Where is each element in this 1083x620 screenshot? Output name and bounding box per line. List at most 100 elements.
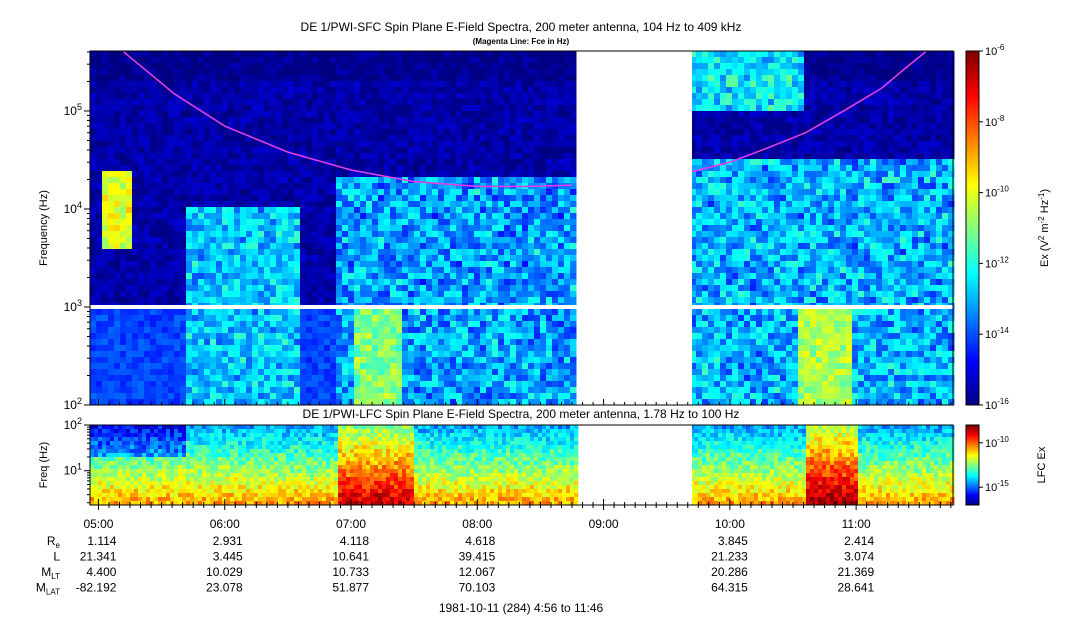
sfc-cell (456, 207, 463, 214)
sfc-cell (204, 69, 211, 76)
sfc-cell (522, 99, 529, 106)
sfc-cell (336, 207, 343, 214)
sfc-cell (480, 57, 487, 64)
sfc-cell (348, 219, 355, 226)
sfc-cell (540, 261, 547, 268)
sfc-cell (270, 207, 277, 214)
sfc-cell (174, 297, 181, 304)
sfc-cell (240, 273, 247, 280)
sfc-cell (180, 213, 187, 220)
sfc-cell (210, 117, 217, 124)
sfc-cell (324, 399, 331, 406)
sfc-cell (192, 297, 199, 304)
sfc-cell (210, 219, 217, 226)
sfc-cell (258, 399, 265, 406)
sfc-cell (162, 285, 169, 292)
sfc-cell (102, 297, 109, 304)
sfc-cell (234, 243, 241, 250)
sfc-cell (306, 165, 313, 172)
sfc-cell (288, 363, 295, 370)
sfc-cell (162, 177, 169, 184)
sfc-cell (144, 57, 151, 64)
sfc-cell (186, 207, 193, 214)
sfc-cell (288, 123, 295, 130)
sfc-cell (276, 321, 283, 328)
sfc-cell (516, 75, 523, 82)
sfc-cell (228, 111, 235, 118)
sfc-cell (264, 387, 271, 394)
sfc-cell (510, 159, 517, 166)
sfc-cell (192, 177, 199, 184)
sfc-cell (216, 135, 223, 142)
sfc-cell (132, 357, 139, 364)
sfc-cell (504, 117, 511, 124)
sfc-cell (366, 351, 373, 358)
sfc-cell (468, 93, 475, 100)
sfc-cell (366, 111, 373, 118)
sfc-cell (390, 117, 397, 124)
sfc-cell (174, 177, 181, 184)
sfc-cell (498, 231, 505, 238)
sfc-cell (306, 51, 313, 58)
sfc-cell (222, 207, 229, 214)
sfc-cell (306, 177, 313, 184)
sfc-cell (336, 399, 343, 406)
sfc-cell (504, 393, 511, 400)
sfc-cell (546, 375, 553, 382)
sfc-cell (168, 273, 175, 280)
sfc-cell (552, 93, 559, 100)
sfc-cell (510, 81, 517, 88)
sfc-cell (288, 375, 295, 382)
sfc-cell (696, 213, 703, 220)
sfc-cell (228, 387, 235, 394)
sfc-cell (378, 393, 385, 400)
sfc-cell (462, 249, 469, 256)
sfc-cell (318, 243, 325, 250)
sfc-cell (462, 279, 469, 286)
sfc-cell (558, 369, 565, 376)
sfc-cell (138, 249, 145, 256)
sfc-cell (180, 195, 187, 202)
sfc-cell (144, 375, 151, 382)
sfc-cell (498, 375, 505, 382)
sfc-cell (198, 369, 205, 376)
sfc-cell (300, 297, 307, 304)
sfc-cell (222, 231, 229, 238)
sfc-cell (504, 309, 511, 316)
sfc-cell (210, 93, 217, 100)
sfc-cell (198, 333, 205, 340)
sfc-cell (402, 135, 409, 142)
sfc-cell (102, 285, 109, 292)
sfc-cell (456, 63, 463, 70)
sfc-cell (426, 219, 433, 226)
sfc-cell (330, 207, 337, 214)
sfc-cell (516, 201, 523, 208)
sfc-cell (564, 165, 571, 172)
sfc-cell (162, 345, 169, 352)
sfc-cell (204, 273, 211, 280)
sfc-cell (264, 327, 271, 334)
sfc-cell (132, 225, 139, 232)
sfc-cell (318, 171, 325, 178)
sfc-cell (426, 165, 433, 172)
sfc-cell (414, 351, 421, 358)
sfc-cell (300, 369, 307, 376)
sfc-cell (696, 267, 703, 274)
sfc-cell (354, 135, 361, 142)
sfc-cell (498, 387, 505, 394)
sfc-cell (228, 375, 235, 382)
sfc-cell (564, 207, 571, 214)
sfc-cell (390, 135, 397, 142)
sfc-cell (468, 279, 475, 286)
sfc-cell (174, 165, 181, 172)
sfc-cell (288, 243, 295, 250)
sfc-cell (300, 351, 307, 358)
sfc-cell (516, 267, 523, 274)
sfc-cell (498, 381, 505, 388)
sfc-cell (282, 135, 289, 142)
sfc-cell (264, 99, 271, 106)
sfc-cell (168, 309, 175, 316)
sfc-cell (336, 201, 343, 208)
sfc-cell (336, 297, 343, 304)
sfc-cell (234, 69, 241, 76)
